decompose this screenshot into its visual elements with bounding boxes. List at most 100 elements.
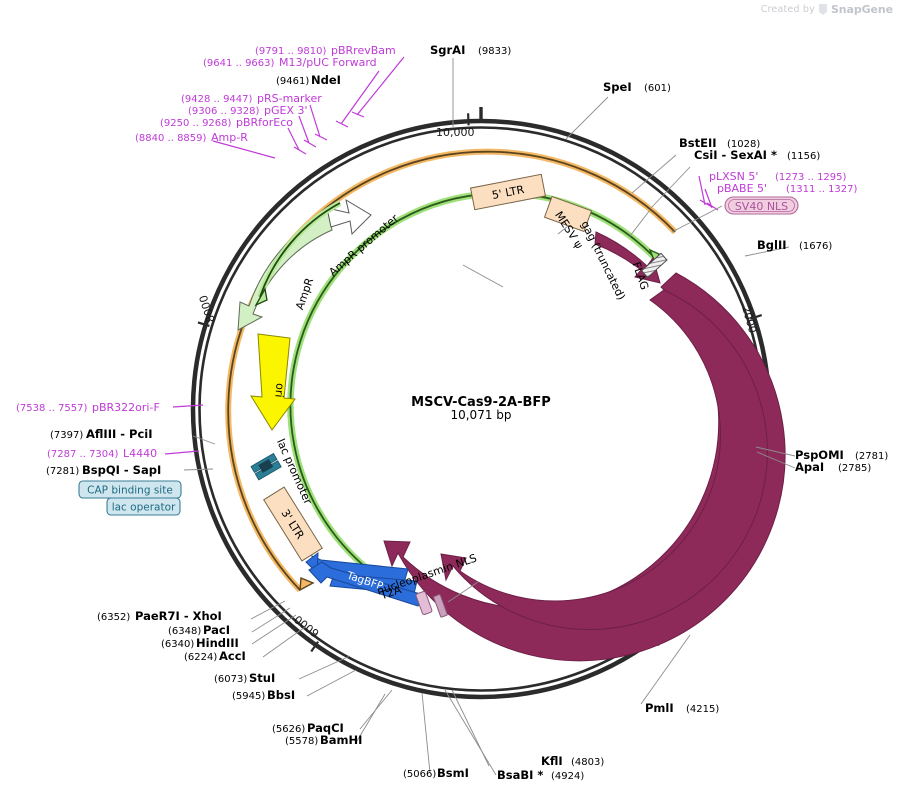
- enzyme-pos-apai: (2785): [838, 463, 871, 474]
- ori-label: ori: [272, 383, 286, 398]
- enzyme-name-pmli[interactable]: PmlI: [645, 701, 674, 715]
- enzyme-name-bsmi[interactable]: BsmI: [437, 766, 469, 780]
- plasmid-title-group: MSCV-Cas9-2A-BFP 10,071 bp: [411, 395, 551, 422]
- primer-name-5[interactable]: Amp-R: [211, 131, 248, 144]
- enzyme-pos-ndei: (9461): [276, 76, 309, 87]
- tick-label-10000: 10,000: [436, 126, 475, 139]
- enzyme-pos-bsabi: (4924): [551, 771, 584, 782]
- enzyme-pos-hindiii: (6340): [161, 639, 194, 650]
- ori-arrow[interactable]: ori: [250, 333, 296, 431]
- enzyme-pos-bsteii: (1028): [727, 139, 760, 150]
- enzyme-name-acci[interactable]: AccI: [219, 649, 246, 663]
- plasmid-size: 10,071 bp: [450, 408, 511, 422]
- cas9-arrows[interactable]: [383, 231, 786, 662]
- enzyme-pos-pmli: (4215): [686, 704, 719, 715]
- cas9-label-inner: Cas9: [650, 505, 674, 533]
- enzyme-name-bsabi[interactable]: BsaBI *: [497, 768, 543, 782]
- primer-name-4[interactable]: pBRforEco: [236, 116, 293, 129]
- orange-arc-arrowhead: [299, 576, 315, 592]
- tagbfp-arrow-body[interactable]: [308, 561, 425, 607]
- enzyme-pos-pspomi: (2781): [855, 451, 888, 462]
- enzyme-name-paci[interactable]: PacI: [203, 623, 230, 637]
- enzyme-pos-paci: (6348): [168, 626, 201, 637]
- enzyme-name-bbsi[interactable]: BbsI: [267, 688, 295, 702]
- ampr-arrow[interactable]: [237, 211, 333, 331]
- cas9-label-outer: Cas9: [603, 485, 627, 513]
- enzyme-name-afliii-pcii[interactable]: AflIII - PciI: [86, 427, 153, 441]
- tick-2000: [749, 314, 763, 320]
- plasmid-name: MSCV-Cas9-2A-BFP: [411, 395, 551, 410]
- five-prime-ltr-label: 5' LTR: [491, 183, 526, 202]
- watermark-created-by: Created by: [760, 4, 815, 15]
- enzyme-name-bamhi[interactable]: BamHI: [320, 733, 362, 747]
- sv40-nls-label: SV40 NLS: [735, 200, 788, 213]
- enzyme-name-bsteii[interactable]: BstEII: [679, 136, 717, 150]
- primer-name-0[interactable]: pBRrevBam: [331, 44, 396, 57]
- primer-range-0: (9791 .. 9810): [255, 46, 327, 57]
- tick-6000: [310, 641, 320, 653]
- primer-range-8: (1273 .. 1295): [775, 172, 847, 183]
- tick-10000: [466, 113, 470, 126]
- lac-operator-tag-box[interactable]: lac operator: [106, 497, 181, 516]
- enzyme-name-apai[interactable]: ApaI: [795, 460, 824, 474]
- tick-8000: [197, 321, 210, 328]
- sv40-nls-tag-box[interactable]: SV40 NLS: [724, 196, 799, 215]
- lac-promoter-marker[interactable]: [250, 452, 282, 481]
- enzyme-name-pspomi[interactable]: PspOMI: [795, 448, 844, 462]
- primer-range-2: (9428 .. 9447): [181, 94, 253, 105]
- primer-range-4: (9250 .. 9268): [160, 118, 232, 129]
- cas9-arrow-inner[interactable]: [440, 289, 768, 631]
- enzyme-name-paer7i-xhoi[interactable]: PaeR7I - XhoI: [135, 609, 222, 623]
- primer-range-7: (7287 .. 7304): [47, 449, 119, 460]
- enzyme-name-stui[interactable]: StuI: [249, 671, 275, 685]
- primer-range-6: (7538 .. 7557): [16, 403, 88, 414]
- snapgene-watermark: Created by SnapGene: [761, 3, 893, 16]
- enzyme-name-paqci[interactable]: PaqCI: [307, 721, 344, 735]
- primer-name-9[interactable]: pBABE 5': [717, 182, 767, 195]
- enzyme-pos-sgrai: (9833): [478, 46, 511, 57]
- primer-range-5: (8840 .. 8859): [135, 133, 207, 144]
- enzyme-name-bglii[interactable]: BglII: [757, 238, 787, 252]
- primer-range-9: (1311 .. 1327): [786, 184, 858, 195]
- primer-name-6[interactable]: pBR322ori-F: [92, 401, 160, 414]
- flag-hatched-tag[interactable]: [640, 252, 668, 279]
- enzyme-pos-bglii: (1676): [799, 241, 832, 252]
- enzyme-name-hindiii[interactable]: HindIII: [196, 636, 239, 650]
- cap-binding-site-label: CAP binding site: [87, 485, 173, 497]
- ampr-coding-arc: [254, 200, 342, 307]
- enzyme-pos-paer7i-xhoi: (6352): [97, 612, 130, 623]
- enzyme-name-spei[interactable]: SpeI: [603, 80, 632, 94]
- primer-name-8[interactable]: pLXSN 5': [709, 170, 758, 183]
- primer-name-2[interactable]: pRS-marker: [257, 92, 322, 105]
- enzyme-name-sgrai[interactable]: SgrAI: [430, 43, 465, 57]
- enzyme-pos-acci: (6224): [184, 652, 217, 663]
- enzyme-name-csii-sexai[interactable]: CsiI - SexAI *: [694, 148, 777, 162]
- primer-range-1: (9641 .. 9663): [203, 58, 275, 69]
- enzyme-name-ndei[interactable]: NdeI: [311, 73, 341, 87]
- t2a-nls-tags[interactable]: [415, 591, 448, 618]
- primer-labels[interactable]: (9791 .. 9810) pBRrevBam (9641 .. 9663) …: [16, 44, 858, 460]
- ltr-boxes[interactable]: 5' LTR 3' LTR: [263, 173, 593, 562]
- enzyme-labels[interactable]: SgrAI (9833) SpeI (601) BstEII (1028) Cs…: [46, 43, 888, 782]
- ampr-promoter-arrow[interactable]: [326, 198, 372, 236]
- cap-binding-site-tag-box[interactable]: CAP binding site: [78, 480, 182, 499]
- enzyme-pos-paqci: (5626): [272, 724, 305, 735]
- enzyme-pos-bamhi: (5578): [285, 736, 318, 747]
- enzyme-name-kfli[interactable]: KflI: [541, 754, 563, 768]
- enzyme-pos-bspqi-sapi: (7281): [46, 466, 79, 477]
- enzyme-pos-stui: (6073): [214, 674, 247, 685]
- t2a-tag[interactable]: [415, 591, 433, 615]
- primer-name-3[interactable]: pGEX 3': [264, 104, 308, 117]
- enzyme-pos-afliii-pcii: (7397): [50, 430, 83, 441]
- leader-lines: [164, 56, 796, 776]
- primer-range-3: (9306 .. 9328): [188, 106, 260, 117]
- primer-name-7[interactable]: L4440: [123, 447, 157, 460]
- five-prime-ltr-box[interactable]: 5' LTR: [469, 173, 547, 211]
- primer-name-1[interactable]: M13/pUC Forward: [279, 56, 377, 69]
- snapgene-logo-icon: [818, 4, 827, 15]
- enzyme-name-bspqi-sapi[interactable]: BspQI - SapI: [82, 463, 161, 477]
- nucleoplasmin-nls-tag[interactable]: [433, 594, 448, 618]
- enzyme-pos-bbsi: (5945): [232, 691, 265, 702]
- mesv-psi-box[interactable]: [543, 195, 593, 233]
